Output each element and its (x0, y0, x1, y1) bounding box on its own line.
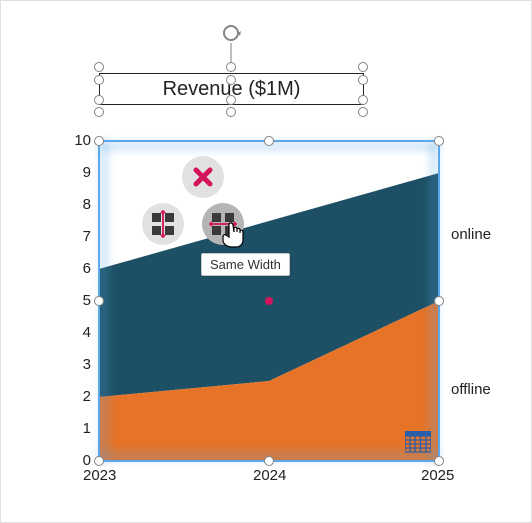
same-height-icon (149, 210, 177, 238)
y-tick-label: 4 (63, 324, 91, 341)
cursor-pointer-icon (222, 222, 244, 248)
y-tick-label: 5 (63, 292, 91, 309)
selection-handle[interactable] (94, 456, 104, 466)
tooltip: Same Width (201, 253, 290, 276)
selection-handle[interactable] (94, 136, 104, 146)
rotation-handle-icon[interactable] (221, 23, 241, 43)
y-tick-label: 2 (63, 388, 91, 405)
data-table-button[interactable] (405, 431, 431, 458)
selection-handle[interactable] (94, 296, 104, 306)
selection-handle[interactable] (434, 296, 444, 306)
y-tick-label: 9 (63, 164, 91, 181)
x-tick-label: 2023 (83, 467, 116, 484)
selection-handle[interactable] (94, 62, 104, 72)
selection-handle[interactable] (94, 107, 104, 117)
selection-handle[interactable] (358, 107, 368, 117)
tooltip-text: Same Width (210, 257, 281, 272)
selection-handle[interactable] (226, 107, 236, 117)
selection-handle[interactable] (358, 75, 368, 85)
selection-handle[interactable] (264, 456, 274, 466)
close-button[interactable] (182, 156, 224, 198)
same-height-button[interactable] (142, 203, 184, 245)
selection-handle[interactable] (358, 62, 368, 72)
selection-handle[interactable] (434, 136, 444, 146)
series-label-online: online (451, 226, 491, 243)
y-tick-label: 8 (63, 196, 91, 213)
selection-handle[interactable] (434, 456, 444, 466)
selection-handle[interactable] (226, 75, 236, 85)
x-tick-label: 2025 (421, 467, 454, 484)
chart-title-group[interactable]: Revenue ($1M) (99, 67, 364, 113)
editor-canvas[interactable]: Revenue ($1M) (0, 0, 532, 523)
selection-handle[interactable] (94, 75, 104, 85)
selection-handle[interactable] (94, 95, 104, 105)
x-tick-label: 2024 (253, 467, 286, 484)
y-tick-label: 1 (63, 420, 91, 437)
selection-handle[interactable] (226, 95, 236, 105)
selection-handle[interactable] (358, 95, 368, 105)
table-icon (405, 431, 431, 453)
selection-handle[interactable] (264, 136, 274, 146)
y-tick-label: 7 (63, 228, 91, 245)
y-tick-label: 6 (63, 260, 91, 277)
series-label-offline: offline (451, 381, 491, 398)
y-tick-label: 3 (63, 356, 91, 373)
radial-menu-anchor (265, 297, 273, 305)
selection-handle[interactable] (226, 62, 236, 72)
y-tick-label: 10 (63, 132, 91, 149)
x-icon (191, 165, 215, 189)
